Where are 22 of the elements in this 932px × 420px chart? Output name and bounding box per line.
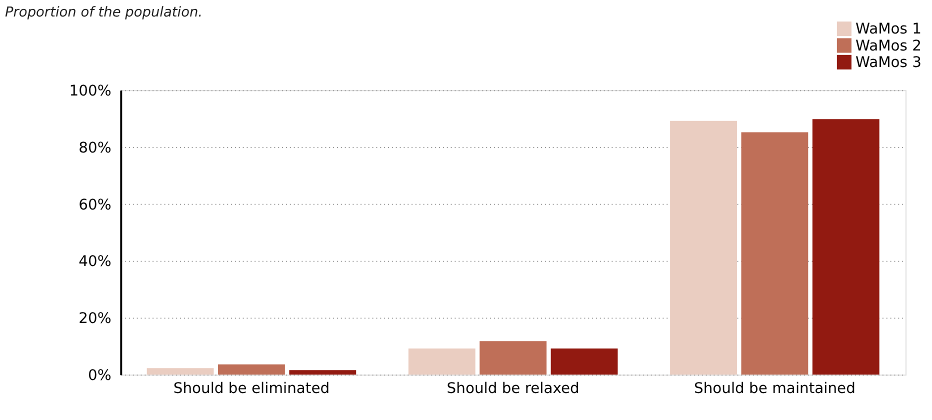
y-tick-label: 60%: [78, 196, 112, 214]
bar: [218, 364, 285, 375]
bar: [550, 348, 618, 375]
bar: [670, 120, 737, 375]
legend-label: WaMos 1: [855, 20, 922, 38]
bar: [812, 119, 880, 375]
y-tick-label: 100%: [69, 82, 112, 100]
legend-label: WaMos 3: [855, 54, 922, 72]
y-tick-label: 0%: [88, 367, 112, 384]
y-tick-label: 80%: [78, 139, 112, 156]
chart-title: Proportion of the population.: [5, 4, 203, 21]
bar: [289, 370, 356, 375]
y-tick-label: 20%: [78, 310, 112, 328]
x-tick-label: Should be maintained: [694, 380, 856, 397]
legend-label: WaMos 2: [855, 37, 922, 54]
y-tick-label: 40%: [78, 253, 112, 270]
bar: [480, 341, 547, 375]
bar: [146, 368, 214, 375]
bar: [408, 348, 476, 375]
x-tick-label: Should be relaxed: [446, 380, 580, 397]
x-tick-label: Should be eliminated: [173, 380, 330, 397]
bar: [741, 132, 808, 375]
